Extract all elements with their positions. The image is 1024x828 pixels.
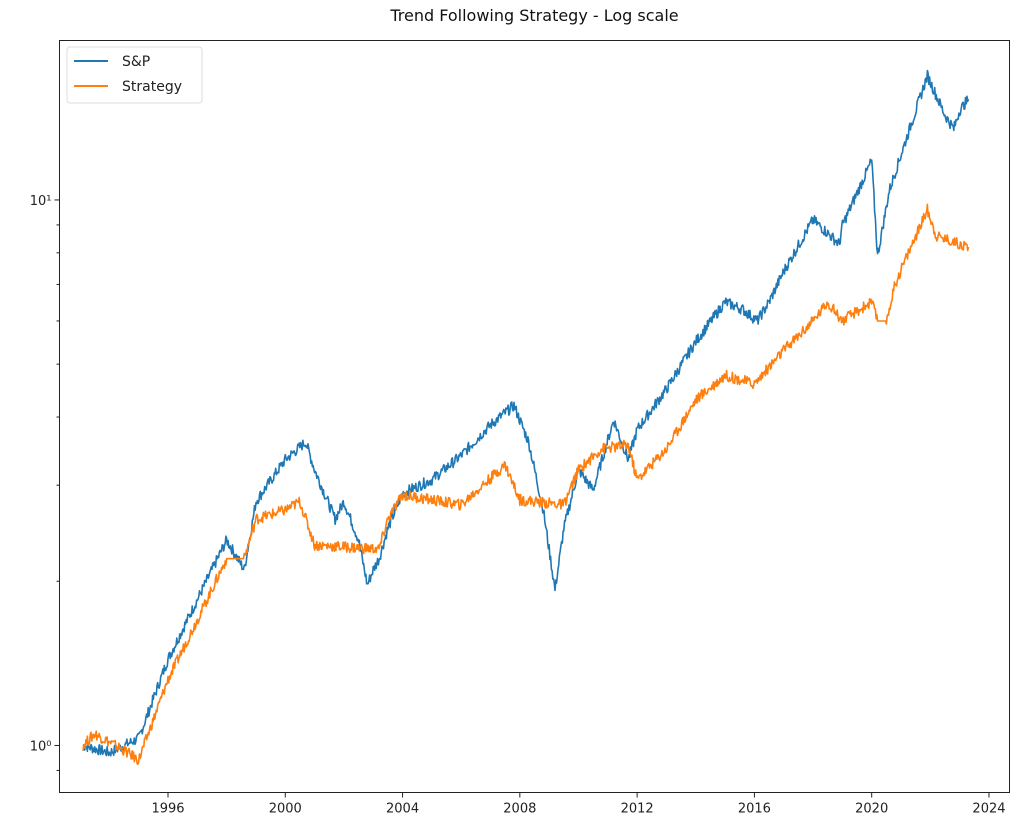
- x-tick-label: 1996: [151, 802, 184, 817]
- x-tick-label: 2008: [503, 802, 536, 817]
- series-line-sp: [82, 69, 970, 757]
- axes-layer: 1996 2000 2004 2008 2012 2016 2020 2024 10⁰ 10¹: [30, 194, 1006, 817]
- x-tick-label: 2000: [269, 802, 302, 817]
- series-layer: [82, 69, 970, 766]
- legend-label: Strategy: [122, 79, 182, 95]
- x-tick-label: 2012: [621, 802, 654, 817]
- legend-label: S&P: [122, 54, 150, 70]
- x-tick-label: 2024: [972, 802, 1005, 817]
- y-tick-label: 10¹: [30, 194, 52, 209]
- series-line-strategy: [82, 203, 970, 766]
- plot-frame: [59, 40, 1010, 793]
- x-tick-label: 2020: [855, 802, 888, 817]
- x-tick-label: 2004: [386, 802, 419, 817]
- y-tick-label: 10⁰: [30, 739, 52, 754]
- legend: S&P Strategy: [66, 46, 203, 104]
- x-tick-label: 2016: [738, 802, 771, 817]
- chart-title: Trend Following Strategy - Log scale: [390, 6, 679, 25]
